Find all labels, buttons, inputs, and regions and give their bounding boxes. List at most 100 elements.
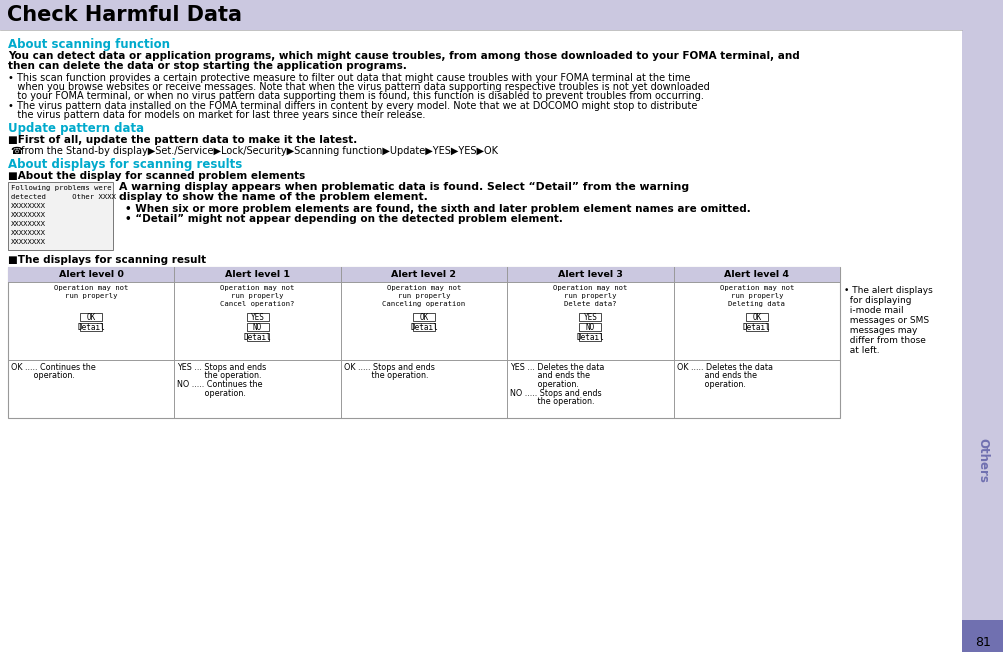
Text: NO ..... Continues the: NO ..... Continues the [178, 380, 263, 389]
Bar [8, 182, 113, 250]
Text: run properly: run properly [65, 293, 117, 299]
Text: Alert level 1: Alert level 1 [225, 270, 290, 279]
Text: ☎: ☎ [10, 146, 22, 156]
Bar [745, 323, 767, 331]
Text: differ from those: differ from those [844, 336, 925, 345]
Bar [8, 267, 840, 418]
Text: Canceling operation: Canceling operation [382, 301, 465, 307]
Bar [745, 313, 767, 321]
Text: NO ..... Stops and ends: NO ..... Stops and ends [510, 389, 601, 398]
Text: Following problems were: Following problems were [11, 185, 111, 191]
Text: About scanning function: About scanning function [8, 38, 170, 51]
Bar [412, 323, 434, 331]
Text: run properly: run properly [231, 293, 284, 299]
Text: • The alert displays: • The alert displays [844, 286, 932, 295]
Bar [961, 620, 1003, 652]
Text: Operation may not: Operation may not [553, 285, 627, 291]
Text: Operation may not: Operation may not [221, 285, 295, 291]
Text: XXXXXXXX: XXXXXXXX [11, 221, 46, 227]
Text: ■First of all, update the pattern data to make it the latest.: ■First of all, update the pattern data t… [8, 135, 357, 145]
Text: OK ..... Stops and ends: OK ..... Stops and ends [343, 363, 434, 372]
Text: • The virus pattern data installed on the FOMA terminal differs in content by ev: • The virus pattern data installed on th… [8, 101, 697, 111]
Text: operation.: operation. [510, 380, 579, 389]
Text: You can detect data or application programs, which might cause troubles, from am: You can detect data or application progr… [8, 51, 799, 61]
Text: the virus pattern data for models on market for last three years since their rel: the virus pattern data for models on mar… [8, 110, 425, 120]
Bar [579, 313, 601, 321]
Text: NO: NO [253, 323, 262, 331]
Text: A warning display appears when problematic data is found. Select “Detail” from t: A warning display appears when problemat… [119, 182, 688, 192]
Text: and ends the: and ends the [676, 372, 756, 381]
Text: for displaying: for displaying [844, 296, 911, 305]
Bar [247, 313, 269, 321]
Text: YES: YES [583, 312, 597, 321]
Text: the operation.: the operation. [343, 372, 428, 381]
Text: Operation may not: Operation may not [719, 285, 793, 291]
Text: messages may: messages may [844, 326, 917, 335]
Text: from the Stand-by display▶Set./Service▶Lock/Security▶Scanning function▶Update▶YE: from the Stand-by display▶Set./Service▶L… [18, 146, 497, 156]
Text: the operation.: the operation. [178, 372, 262, 381]
Text: Check Harmful Data: Check Harmful Data [7, 5, 242, 25]
Text: run properly: run properly [564, 293, 616, 299]
Text: and ends the: and ends the [510, 372, 590, 381]
Text: OK ..... Continues the: OK ..... Continues the [11, 363, 95, 372]
Text: XXXXXXXX: XXXXXXXX [11, 239, 46, 245]
Text: Deleting data: Deleting data [727, 301, 784, 307]
Text: Alert level 2: Alert level 2 [391, 270, 456, 279]
Text: • This scan function provides a certain protective measure to filter out data th: • This scan function provides a certain … [8, 73, 690, 83]
Text: detected      Other XXXX: detected Other XXXX [11, 194, 116, 200]
Bar [961, 0, 1003, 652]
Text: XXXXXXXX: XXXXXXXX [11, 212, 46, 218]
Text: at left.: at left. [844, 346, 879, 355]
Text: 81: 81 [974, 636, 990, 649]
Text: i-mode mail: i-mode mail [844, 306, 903, 315]
Text: OK: OK [86, 312, 95, 321]
Text: Others: Others [976, 437, 989, 482]
Text: NO: NO [585, 323, 595, 331]
Text: OK: OK [419, 312, 428, 321]
Text: XXXXXXXX: XXXXXXXX [11, 203, 46, 209]
Text: OK ..... Deletes the data: OK ..... Deletes the data [676, 363, 772, 372]
Text: ■The displays for scanning result: ■The displays for scanning result [8, 255, 206, 265]
Text: to your FOMA terminal, or when no virus pattern data supporting them is found, t: to your FOMA terminal, or when no virus … [8, 91, 703, 101]
Text: run properly: run properly [397, 293, 449, 299]
Text: YES ... Stops and ends: YES ... Stops and ends [178, 363, 267, 372]
Text: Alert level 0: Alert level 0 [59, 270, 123, 279]
Text: messages or SMS: messages or SMS [844, 316, 928, 325]
Text: Update pattern data: Update pattern data [8, 122, 144, 135]
Bar [80, 313, 102, 321]
Text: Delete data?: Delete data? [564, 301, 616, 307]
Text: Operation may not: Operation may not [386, 285, 460, 291]
Text: when you browse websites or receive messages. Note that when the virus pattern d: when you browse websites or receive mess… [8, 82, 709, 92]
Text: Alert level 3: Alert level 3 [558, 270, 622, 279]
Text: Alert level 4: Alert level 4 [723, 270, 788, 279]
Bar [0, 0, 961, 30]
Text: • When six or more problem elements are found, the sixth and later problem eleme: • When six or more problem elements are … [125, 204, 750, 214]
Text: operation.: operation. [178, 389, 246, 398]
Text: OK: OK [751, 312, 760, 321]
Text: Detail: Detail [576, 333, 604, 342]
Text: Detail: Detail [409, 323, 437, 331]
Text: • “Detail” might not appear depending on the detected problem element.: • “Detail” might not appear depending on… [125, 214, 563, 224]
Bar [80, 323, 102, 331]
Text: ■About the display for scanned problem elements: ■About the display for scanned problem e… [8, 171, 305, 181]
Text: Detail: Detail [742, 323, 770, 331]
Text: Operation may not: Operation may not [54, 285, 128, 291]
Text: YES: YES [251, 312, 264, 321]
Text: YES ... Deletes the data: YES ... Deletes the data [510, 363, 604, 372]
Text: Detail: Detail [77, 323, 105, 331]
Text: operation.: operation. [11, 372, 75, 381]
Text: Detail: Detail [244, 333, 271, 342]
Bar [412, 313, 434, 321]
Text: About displays for scanning results: About displays for scanning results [8, 158, 242, 171]
Bar [8, 267, 840, 282]
Bar [579, 333, 601, 341]
Bar [247, 333, 269, 341]
Text: operation.: operation. [676, 380, 745, 389]
Text: then can delete the data or stop starting the application programs.: then can delete the data or stop startin… [8, 61, 406, 71]
Text: run properly: run properly [730, 293, 782, 299]
Text: display to show the name of the problem element.: display to show the name of the problem … [119, 192, 427, 202]
Text: Cancel operation?: Cancel operation? [221, 301, 295, 307]
Text: the operation.: the operation. [510, 397, 594, 406]
Text: XXXXXXXX: XXXXXXXX [11, 230, 46, 236]
Bar [247, 323, 269, 331]
